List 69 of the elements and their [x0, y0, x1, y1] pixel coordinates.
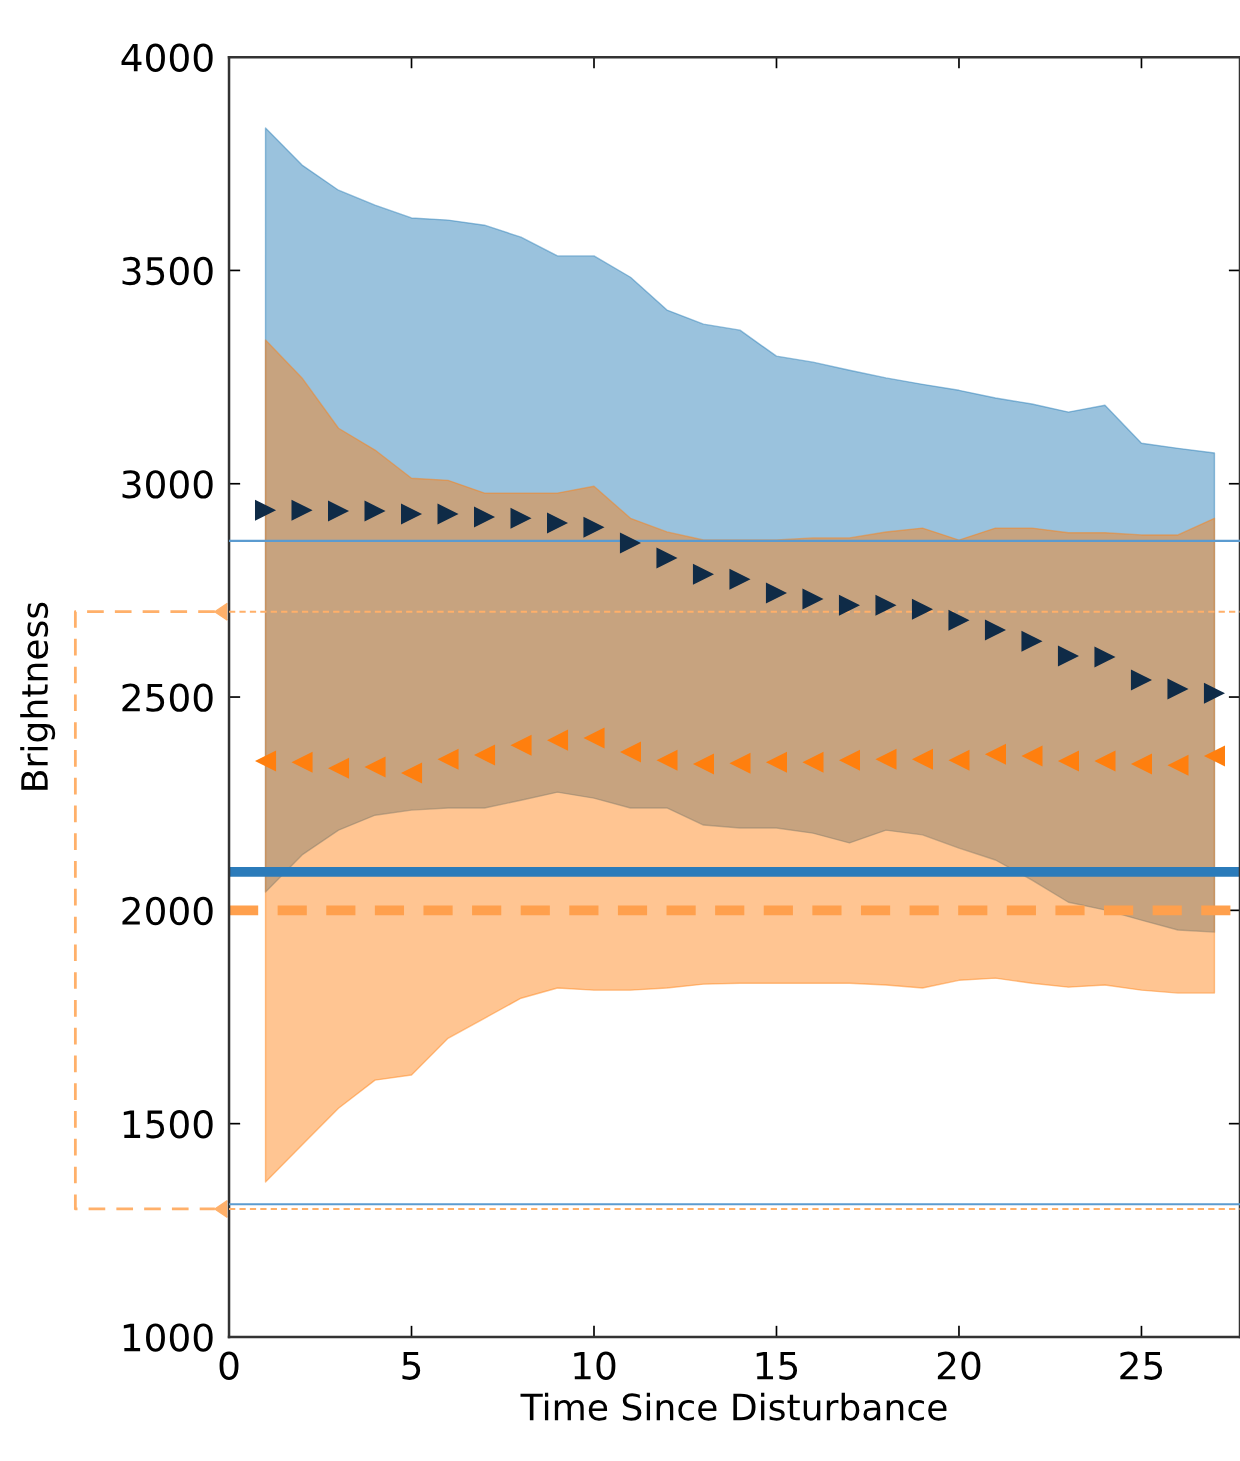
point	[583, 516, 605, 538]
point	[1021, 745, 1043, 767]
point	[583, 727, 605, 749]
x-axis-title: Time Since Disturbance	[520, 1392, 947, 1421]
x-tick-label: 15	[756, 1352, 798, 1380]
point	[437, 748, 459, 770]
point	[692, 753, 715, 775]
y-tick-label: 3500	[122, 256, 213, 286]
point	[546, 512, 569, 534]
point	[619, 741, 642, 763]
point	[802, 588, 824, 610]
point	[619, 532, 642, 554]
point	[656, 547, 678, 569]
point	[254, 750, 277, 772]
y-tick-label: 2500	[122, 683, 213, 712]
point	[400, 503, 423, 525]
x-tick-label: 25	[1120, 1351, 1163, 1380]
point	[911, 598, 934, 620]
x-tick-label: 20	[937, 1351, 981, 1380]
x-tick-label: 0	[219, 1351, 239, 1380]
point	[984, 743, 1006, 765]
point	[802, 751, 824, 773]
point	[1021, 630, 1043, 652]
x-tick-label: 10	[574, 1351, 616, 1380]
point	[838, 594, 861, 616]
y-tick-label: 2000	[122, 896, 213, 926]
point	[327, 500, 350, 522]
y-tick-label: 1000	[123, 1323, 213, 1352]
point	[1203, 745, 1225, 767]
point	[254, 499, 277, 521]
point	[473, 744, 496, 766]
point	[364, 500, 386, 522]
point	[875, 594, 897, 616]
point	[729, 752, 751, 774]
point	[875, 748, 897, 770]
point	[729, 568, 751, 590]
point	[765, 582, 788, 604]
point	[473, 506, 496, 528]
point	[1094, 750, 1116, 772]
point	[692, 563, 715, 585]
point	[437, 503, 459, 525]
point	[765, 751, 788, 773]
point	[400, 762, 423, 784]
point	[1130, 753, 1152, 775]
point	[1057, 645, 1079, 667]
point	[1057, 750, 1079, 772]
point	[510, 734, 532, 756]
x-tick-label: 5	[402, 1352, 421, 1380]
point	[1167, 754, 1189, 776]
point	[984, 619, 1006, 641]
point	[948, 609, 970, 631]
point	[291, 751, 313, 773]
point	[546, 729, 569, 751]
point	[1094, 646, 1116, 668]
point	[291, 499, 313, 521]
point	[1203, 682, 1225, 704]
point	[911, 748, 934, 770]
point	[327, 757, 350, 779]
point	[1167, 678, 1189, 700]
point	[948, 749, 970, 771]
y-axis-title: Brightness	[20, 602, 56, 790]
point	[1130, 669, 1152, 691]
y-tick-label: 3000	[122, 470, 213, 499]
point	[510, 507, 532, 529]
y-tick-label: 1500	[123, 1110, 213, 1139]
y-tick-label: 4000	[121, 43, 213, 72]
point	[656, 749, 678, 771]
point	[838, 749, 861, 771]
point	[364, 756, 386, 778]
